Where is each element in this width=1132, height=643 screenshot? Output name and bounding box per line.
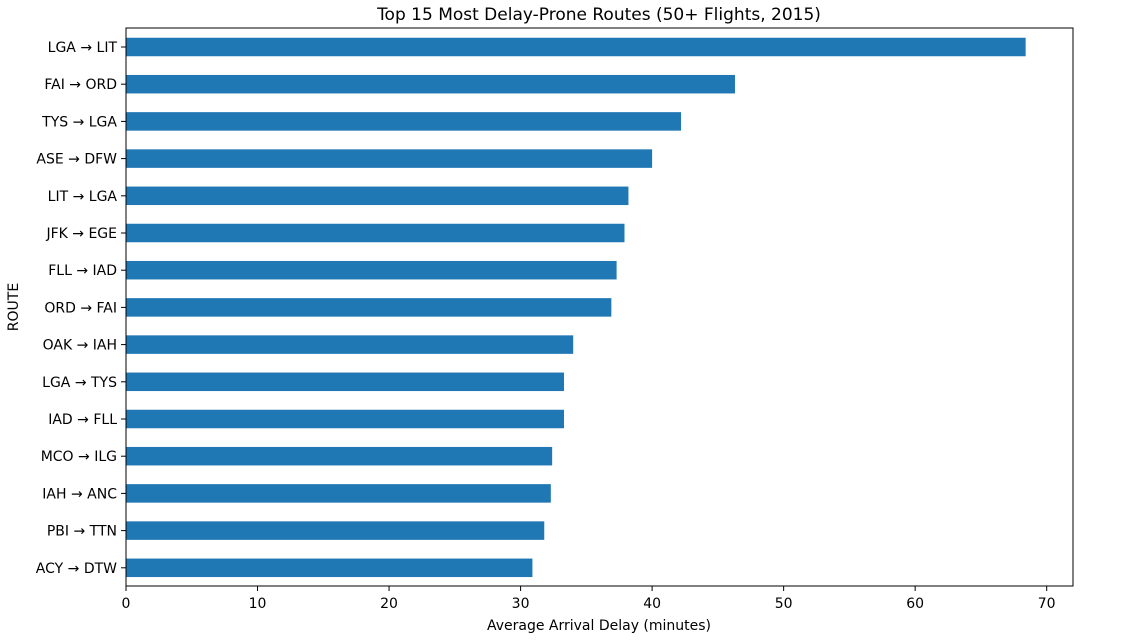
x-tick-label: 70 (1038, 596, 1056, 612)
y-tick-label: OAK → IAH (43, 338, 117, 354)
y-tick-label: PBI → TTN (47, 524, 117, 540)
y-tick-label: FAI → ORD (44, 77, 117, 93)
y-tick-label: FLL → IAD (48, 263, 117, 279)
bar (126, 409, 564, 429)
x-tick-label: 30 (512, 596, 530, 612)
bar (126, 149, 653, 168)
bar (126, 446, 553, 466)
y-tick-label: ACY → DTW (36, 561, 117, 577)
x-axis-label: Average Arrival Delay (minutes) (487, 618, 711, 634)
y-tick-label: MCO → ILG (41, 449, 117, 465)
y-tick-label: IAH → ANC (42, 486, 117, 502)
chart-title: Top 15 Most Delay-Prone Routes (50+ Flig… (376, 5, 821, 25)
bar (126, 74, 735, 94)
y-tick-label: ASE → DFW (36, 152, 117, 168)
x-tick-label: 0 (122, 596, 131, 612)
bar (126, 521, 545, 540)
bar (126, 112, 682, 131)
bar (126, 260, 617, 280)
y-tick-label: TYS → LGA (41, 114, 117, 130)
y-tick-label: LGA → TYS (42, 375, 117, 391)
y-axis-label: ROUTE (6, 283, 22, 331)
x-tick-label: 40 (643, 596, 661, 612)
bar (126, 223, 625, 243)
x-axis: 0 10 20 30 40 50 60 70 (122, 586, 1056, 612)
x-tick-label: 20 (380, 596, 398, 612)
y-tick-label: ORD → FAI (44, 300, 117, 316)
bar (126, 298, 612, 317)
x-tick-label: 50 (775, 596, 793, 612)
bar (126, 558, 533, 578)
bar (126, 484, 551, 503)
y-tick-label: JFK → EGE (45, 226, 117, 242)
x-tick-label: 10 (249, 596, 267, 612)
y-tick-label: LIT → LGA (48, 189, 118, 205)
y-tick-label: LGA → LIT (48, 40, 118, 56)
y-tick-label: IAD → FLL (48, 412, 117, 428)
y-axis: LGA → LIT FAI → ORD TYS → LGA ASE → DFW LIT … (36, 40, 126, 577)
x-tick-label: 60 (906, 596, 924, 612)
bar (126, 186, 629, 206)
bar (126, 335, 574, 354)
bars (126, 37, 1026, 578)
bar (126, 372, 564, 392)
bar (126, 37, 1026, 57)
